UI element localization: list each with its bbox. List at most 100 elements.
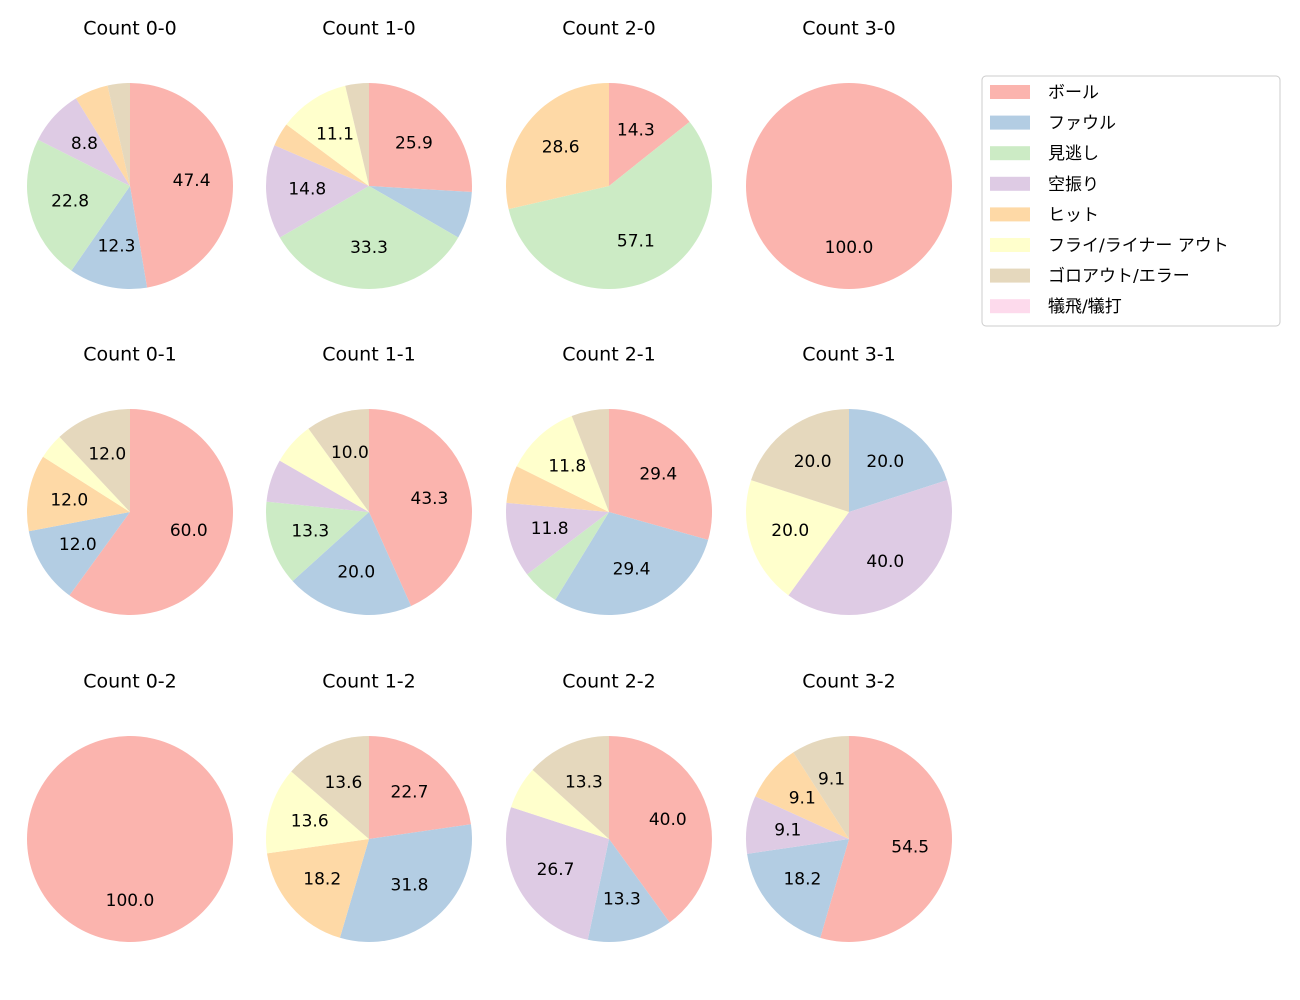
legend-swatch	[990, 238, 1030, 252]
value-label: 60.0	[170, 521, 208, 541]
pie-slice	[130, 83, 234, 288]
pie-slice	[27, 736, 233, 942]
pie-title: Count 1-2	[322, 671, 416, 693]
pie-title: Count 3-2	[802, 671, 896, 693]
value-label: 100.0	[825, 238, 874, 258]
value-label: 9.1	[789, 789, 816, 809]
pie-slice	[266, 501, 369, 582]
value-label: 54.5	[891, 838, 929, 858]
pie-slice	[532, 736, 609, 839]
legend-box	[981, 75, 1281, 327]
value-label: 13.3	[291, 521, 329, 541]
value-label: 9.1	[774, 820, 801, 840]
pie-slice	[339, 824, 472, 942]
pie-slice	[71, 186, 148, 290]
value-label: 33.3	[350, 238, 388, 258]
value-label: 12.0	[88, 445, 126, 465]
pie-slice	[369, 83, 472, 192]
legend-label: ボール	[1048, 83, 1099, 103]
pie-slice	[37, 98, 130, 186]
value-label: 12.0	[50, 490, 88, 510]
value-label: 47.4	[173, 171, 211, 191]
pie-slice	[308, 409, 369, 512]
legend-swatch	[990, 85, 1030, 99]
pie-title: Count 0-2	[83, 671, 177, 693]
value-label: 14.8	[288, 180, 326, 200]
pie-slice	[516, 415, 609, 512]
pie-slice	[69, 409, 234, 616]
pie-slice	[609, 736, 713, 923]
pie-slice	[369, 409, 473, 607]
value-label: 28.6	[542, 138, 580, 158]
pie-slice	[571, 409, 609, 512]
pie-slice	[746, 480, 849, 596]
legend-swatch	[990, 299, 1030, 314]
legend-label: フライ/ライナー アウト	[1048, 236, 1229, 256]
pie-slice	[508, 121, 712, 290]
pie-slice	[793, 736, 849, 839]
legend-label: 見逃し	[1048, 144, 1099, 164]
pie-slice	[291, 736, 369, 839]
value-label: 11.1	[316, 124, 354, 144]
value-label: 20.0	[771, 521, 809, 541]
pie-slice	[506, 466, 609, 512]
pie-slice	[369, 186, 472, 238]
pie-slice	[506, 807, 609, 940]
pie-slice	[820, 736, 952, 942]
pie-slice	[279, 428, 369, 512]
pie-slice	[27, 456, 131, 532]
value-label: 29.4	[639, 465, 677, 485]
pie-title: Count 2-0	[562, 18, 656, 40]
value-label: 22.7	[391, 782, 429, 802]
value-label: 40.0	[866, 552, 904, 572]
value-label: 9.1	[818, 770, 845, 790]
value-label: 10.0	[331, 443, 369, 463]
pie-slice	[266, 460, 369, 512]
legend-label: 犠飛/犠打	[1048, 297, 1122, 317]
legend-swatch	[990, 207, 1030, 222]
pie-slice	[43, 436, 130, 512]
pie-slice	[555, 512, 709, 615]
value-label: 8.8	[71, 134, 98, 154]
value-label: 31.8	[391, 876, 429, 896]
pie-slice	[505, 83, 609, 210]
value-label: 25.9	[395, 134, 433, 154]
pie-slice	[609, 409, 713, 540]
legend-label: ヒット	[1048, 205, 1099, 225]
pie-slice	[587, 839, 670, 943]
pie-slice	[267, 839, 369, 938]
pie-title: Count 1-1	[322, 344, 416, 366]
value-label: 20.0	[866, 452, 904, 472]
value-label: 14.3	[617, 120, 655, 140]
value-label: 29.4	[613, 560, 651, 580]
value-label: 11.8	[531, 519, 569, 539]
value-label: 13.3	[565, 773, 603, 793]
pie-slice	[747, 839, 849, 938]
pie-slice	[755, 752, 849, 839]
pie-title: Count 0-1	[83, 344, 177, 366]
pie-slice	[746, 83, 952, 289]
pie-slice	[28, 512, 130, 596]
value-label: 40.0	[649, 810, 687, 830]
pie-title: Count 2-1	[562, 344, 656, 366]
pie-slice	[788, 480, 952, 615]
value-label: 20.0	[794, 452, 832, 472]
value-label: 12.3	[98, 236, 136, 256]
value-label: 12.0	[59, 535, 97, 555]
value-label: 13.6	[291, 811, 329, 831]
pie-title: Count 3-1	[802, 344, 896, 366]
legend-swatch	[990, 146, 1030, 161]
value-label: 100.0	[106, 891, 155, 911]
pie-slice	[75, 85, 130, 186]
pie-slice	[107, 83, 130, 186]
legend-swatch	[990, 268, 1030, 283]
value-label: 18.2	[783, 870, 821, 890]
pie-title: Count 2-2	[562, 671, 656, 693]
pie-slice	[59, 409, 130, 512]
pie-slice	[274, 124, 369, 186]
value-label: 11.8	[548, 456, 586, 476]
value-label: 13.3	[603, 889, 641, 909]
value-label: 22.8	[51, 191, 89, 211]
value-label: 20.0	[337, 562, 375, 582]
value-label: 18.2	[303, 869, 341, 889]
